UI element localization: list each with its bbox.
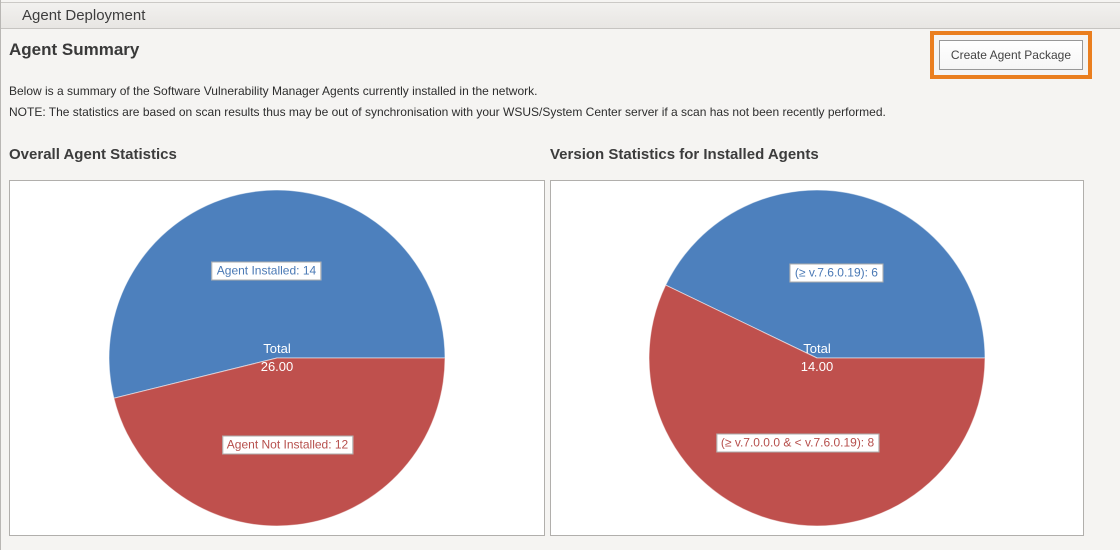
pie-total-value: 26.00 <box>260 359 294 374</box>
pie-slice-1[interactable] <box>648 284 986 527</box>
pie-slice-label: (≥ v.7.6.0.19): 6 <box>789 263 883 283</box>
version-statistics-chart-panel: (≥ v.7.6.0.19): 6 (≥ v.7.0.0.0 & < v.7.6.… <box>550 180 1084 536</box>
summary-note: NOTE: The statistics are based on scan r… <box>9 105 886 119</box>
pie-slice-label: Agent Not Installed: 12 <box>221 435 354 455</box>
page-header: Agent Deployment <box>1 2 1120 29</box>
overall-agent-statistics-chart-panel: Agent Installed: 14 Agent Not Installed: … <box>9 180 545 536</box>
pie-chart <box>108 189 446 527</box>
pie-total-label: Total 14.00 <box>801 340 834 376</box>
summary-description: Below is a summary of the Software Vulne… <box>9 84 538 98</box>
pie-slice-label: (≥ v.7.0.0.0 & < v.7.6.0.19): 8 <box>715 433 880 453</box>
pie-slice-0[interactable] <box>108 189 446 399</box>
agent-summary-heading: Agent Summary <box>9 40 140 59</box>
pie-total-label: Total 26.00 <box>261 340 294 376</box>
annotation-highlight-box: Create Agent Package <box>929 31 1092 79</box>
create-agent-package-button[interactable]: Create Agent Package <box>938 40 1083 70</box>
pie-total-text: Total <box>803 341 831 356</box>
pie-total-value: 14.00 <box>800 359 834 374</box>
overall-agent-statistics-heading: Overall Agent Statistics <box>9 146 177 163</box>
pie-slice-label: Agent Installed: 14 <box>211 261 322 281</box>
version-statistics-heading: Version Statistics for Installed Agents <box>550 146 819 163</box>
page-header-title: Agent Deployment <box>22 7 146 24</box>
pie-total-text: Total <box>263 341 291 356</box>
